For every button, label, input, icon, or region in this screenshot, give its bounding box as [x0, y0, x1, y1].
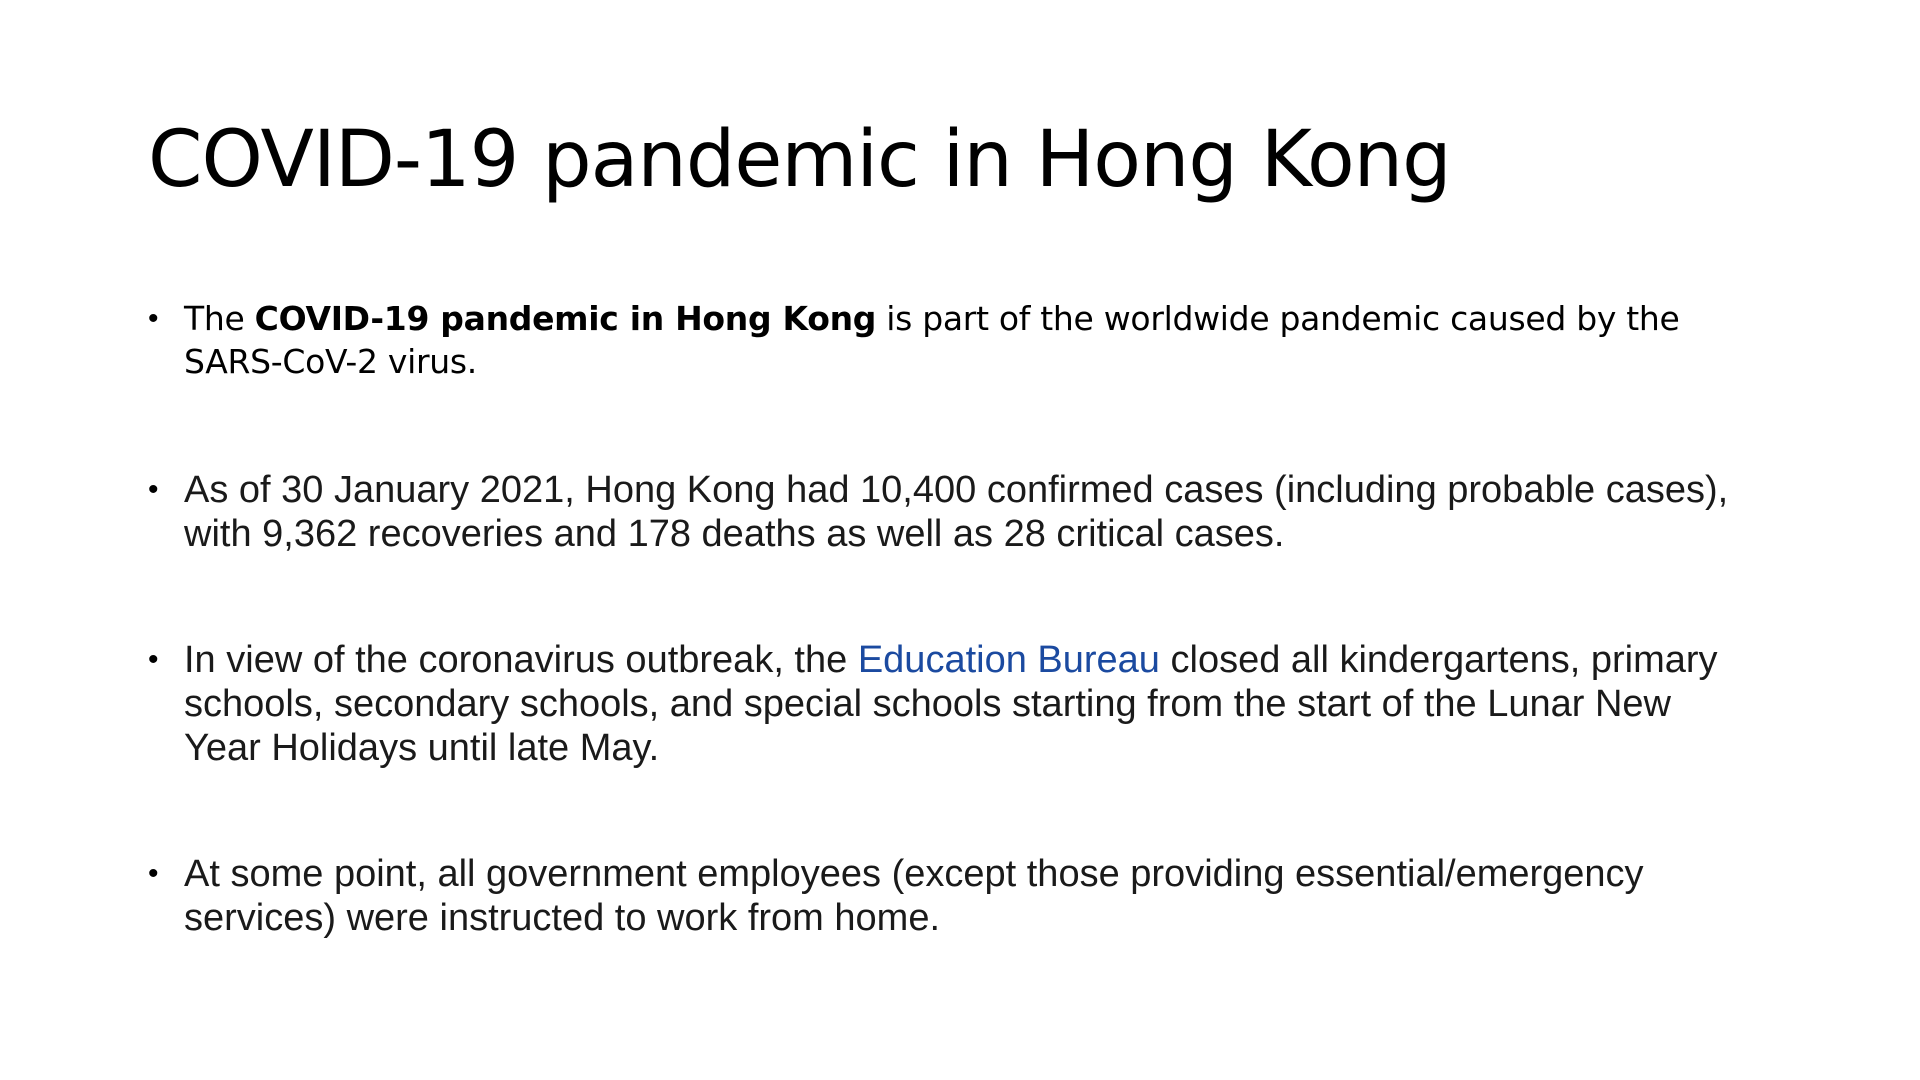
bullet-text: In view of the coronavirus outbreak, the…: [184, 638, 1748, 770]
bullet-text: The COVID-19 pandemic in Hong Kong is pa…: [184, 297, 1748, 383]
bullet-prefix: In view of the coronavirus outbreak, the: [184, 639, 858, 681]
education-bureau-link[interactable]: Education Bureau: [857, 639, 1160, 681]
slide-title: COVID-19 pandemic in Hong Kong: [148, 115, 1452, 205]
bullet-suffix: is part of the worldwide pandemic caused…: [184, 299, 1680, 381]
bullet-bold-text: COVID-19 pandemic in Hong Kong: [254, 299, 877, 338]
bullet-item: • In view of the coronavirus outbreak, t…: [148, 638, 1748, 770]
bullet-prefix: The: [184, 299, 255, 338]
bullet-suffix: closed all kindergartens, primary school…: [184, 639, 1718, 769]
bullet-item: • At some point, all government employee…: [148, 852, 1748, 940]
bullet-icon: •: [148, 643, 159, 676]
bullet-text: At some point, all government employees …: [184, 853, 1644, 939]
bullet-icon: •: [148, 302, 159, 335]
bullet-text: As of 30 January 2021, Hong Kong had 10,…: [184, 469, 1729, 555]
bullet-item: • The COVID-19 pandemic in Hong Kong is …: [148, 297, 1748, 383]
bullet-icon: •: [148, 473, 159, 506]
bullet-item: • As of 30 January 2021, Hong Kong had 1…: [148, 468, 1748, 556]
bullet-icon: •: [148, 857, 159, 890]
